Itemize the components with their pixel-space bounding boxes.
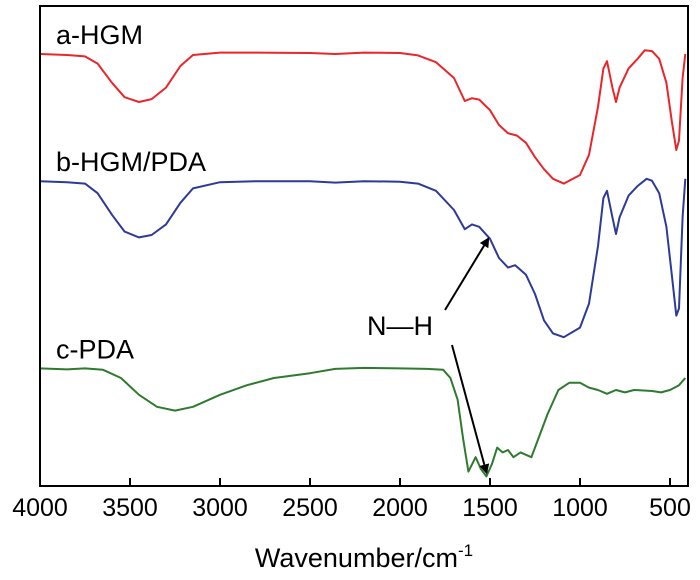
annotation-arrow-c-pda: [451, 344, 490, 475]
series-line-c-pda: [39, 366, 687, 478]
x-tick-label-3500: 3500: [102, 494, 158, 522]
x-tick-label-3000: 3000: [192, 494, 248, 522]
x-tick-label-4000: 4000: [12, 494, 68, 522]
series-label-c-pda: c-PDA: [56, 334, 134, 364]
x-tick-label-1000: 1000: [552, 494, 608, 522]
x-axis-title-superscript: -1: [458, 541, 473, 560]
annotation-label: N—H: [367, 311, 433, 341]
x-axis-title-text: Wavenumber/cm: [255, 543, 458, 573]
series-labels: a-HGM b-HGM/PDA c-PDA: [56, 20, 206, 364]
series-line-b-hgm-pda: [39, 177, 687, 339]
x-tick-label-2000: 2000: [372, 494, 428, 522]
series-label-a-hgm: a-HGM: [56, 20, 143, 50]
annotation-layer: N—H: [367, 237, 490, 475]
series-line-a-hgm: [39, 49, 687, 185]
annotation-arrow-b-hgm-pda: [444, 237, 490, 311]
x-tick-label-500: 500: [649, 494, 691, 522]
series-label-b-hgm-pda: b-HGM/PDA: [56, 147, 206, 177]
plot-frame: [39, 5, 689, 487]
series-layer: [39, 49, 687, 478]
x-tick-label-2500: 2500: [282, 494, 338, 522]
x-tick-label-1500: 1500: [462, 494, 518, 522]
x-axis-ticks: 4000 3500 3000 2500 2000 1500 1000 500: [12, 478, 691, 522]
x-axis-title: Wavenumber/cm-1: [255, 541, 473, 573]
